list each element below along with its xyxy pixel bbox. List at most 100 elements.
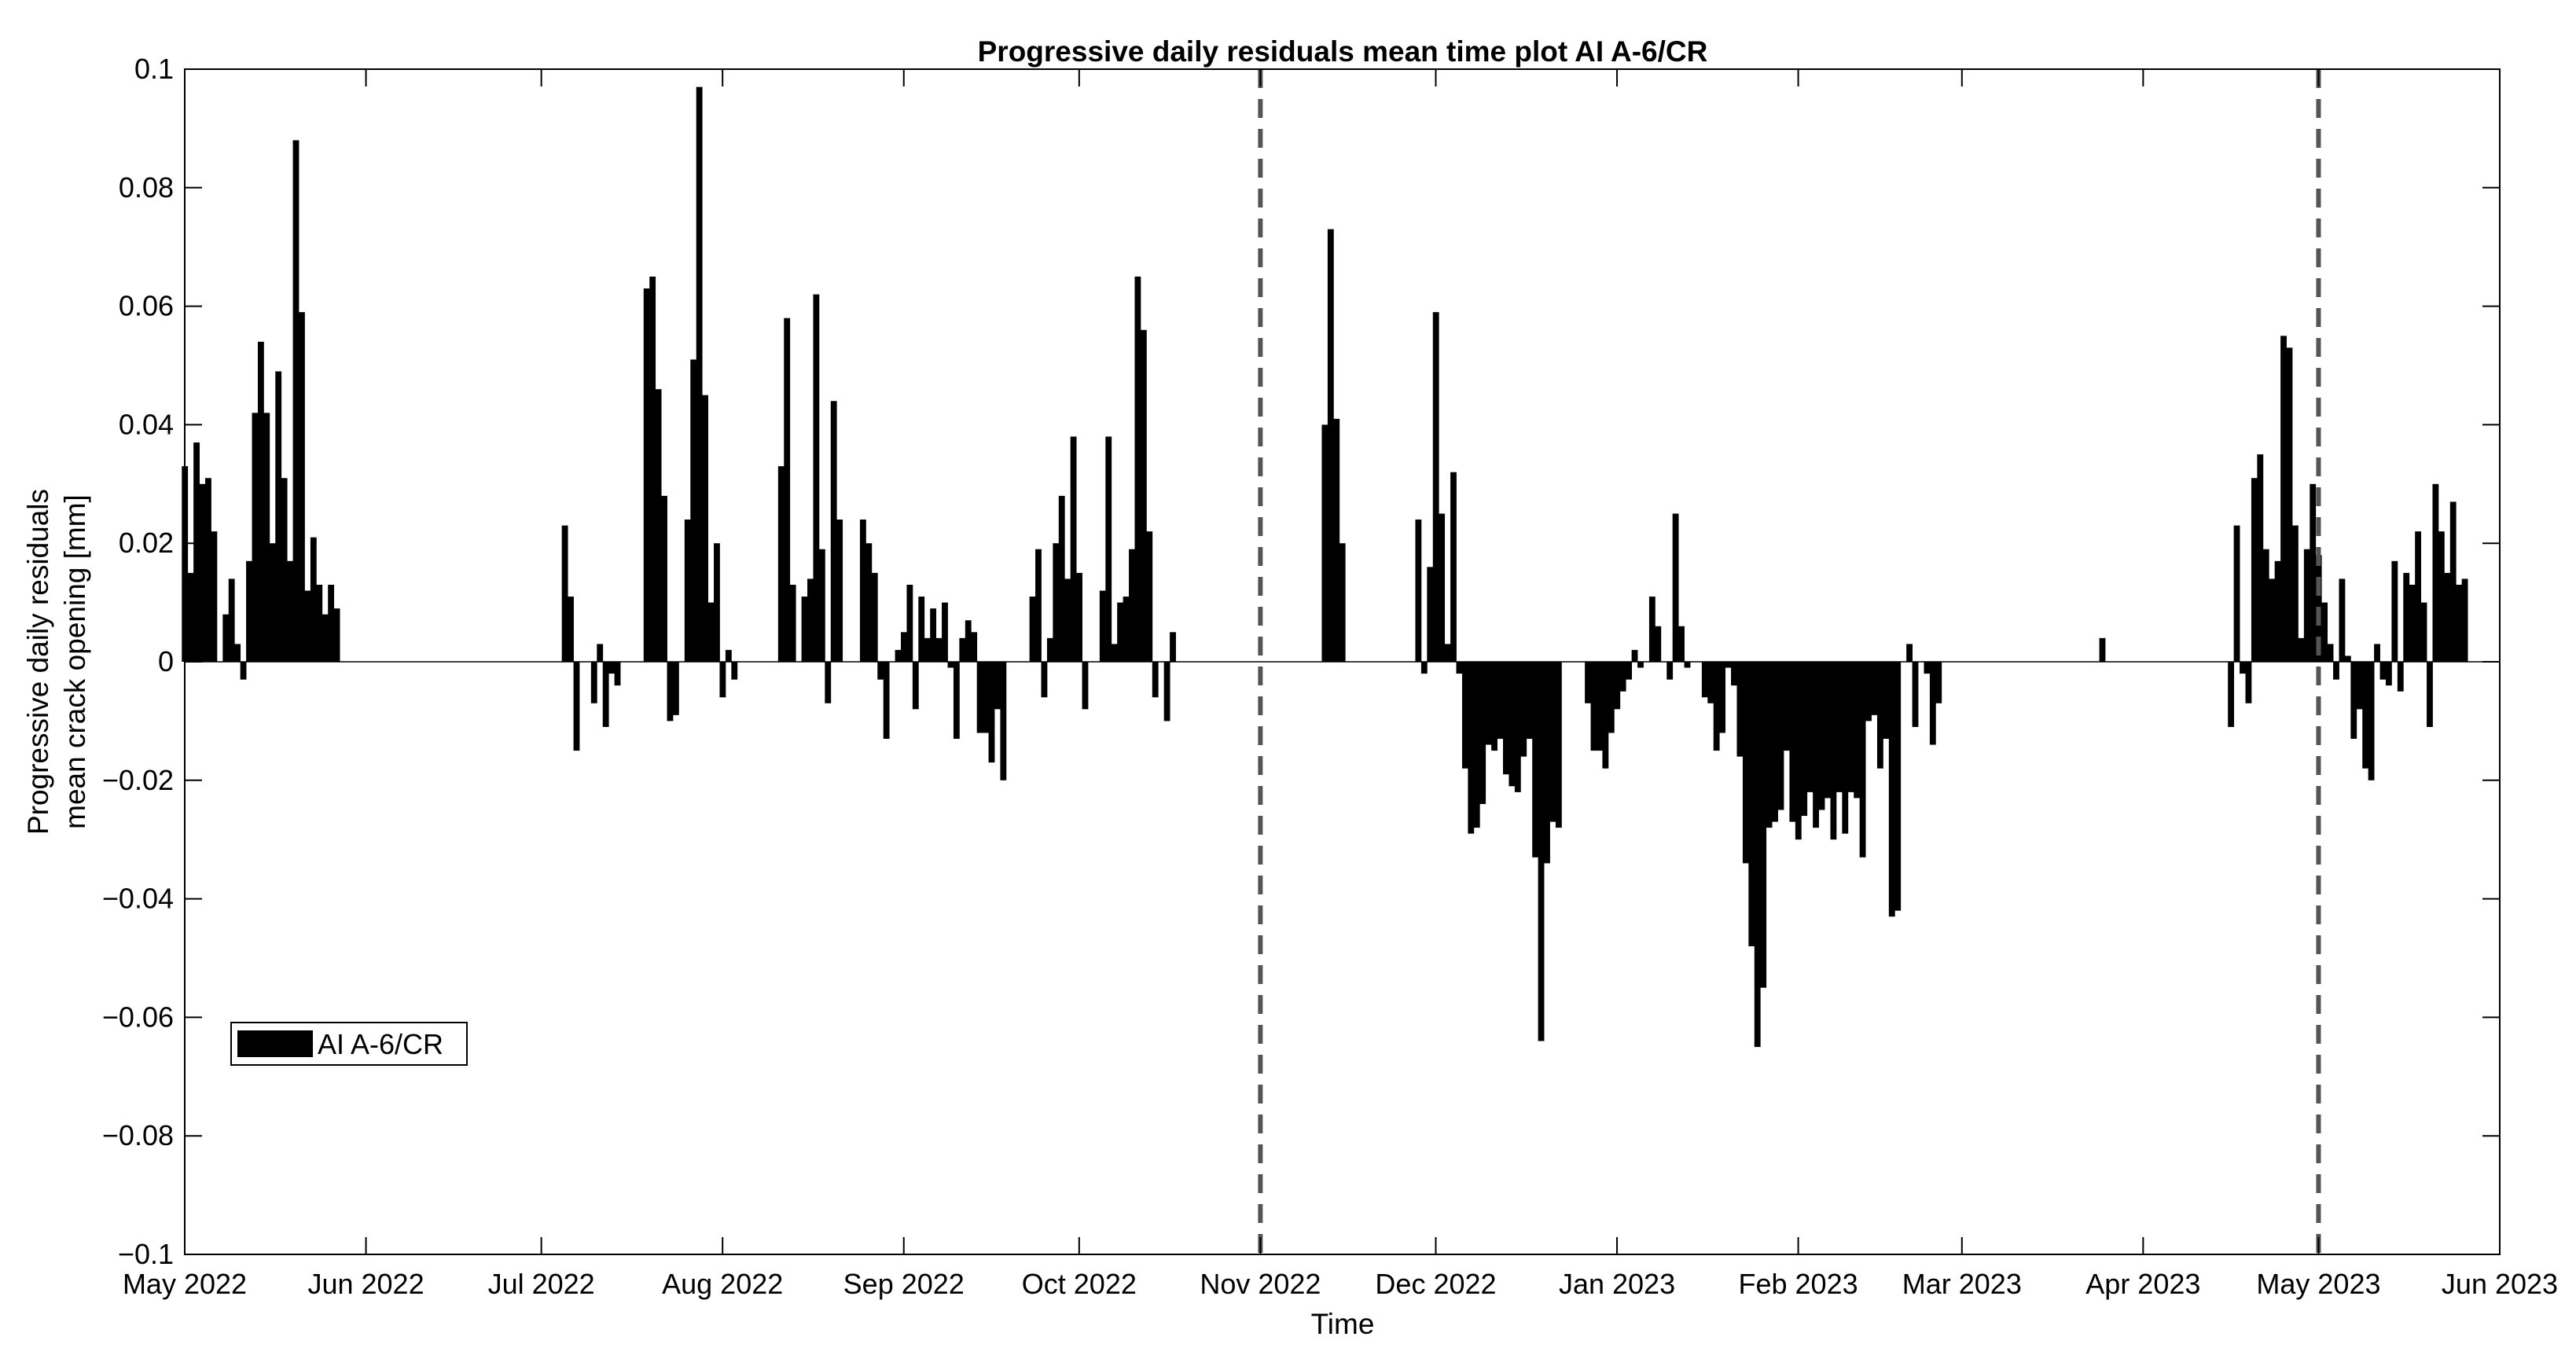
x-axis-label: Time	[1311, 1308, 1375, 1340]
bar	[275, 371, 282, 662]
bar	[1058, 495, 1065, 662]
bar	[988, 662, 995, 763]
bar	[1836, 662, 1843, 792]
bar	[1871, 662, 1878, 715]
bar	[1514, 662, 1521, 792]
bar	[205, 478, 211, 662]
bar	[947, 662, 954, 668]
x-tick-label: Mar 2023	[1902, 1268, 2022, 1300]
bar	[895, 649, 902, 662]
bar	[1473, 662, 1480, 828]
bar	[614, 662, 621, 686]
bar	[2333, 662, 2339, 680]
bar	[1456, 662, 1463, 674]
x-tick-label: Dec 2022	[1375, 1268, 1496, 1300]
bar	[918, 597, 925, 662]
bar	[608, 662, 616, 674]
bar	[906, 584, 913, 662]
bar	[2456, 584, 2463, 662]
bar	[573, 662, 580, 751]
y-axis: 0.1 0.08 0.06 0.04 0.02 0 −0.02 −0.04 −0.06 −0.08…	[102, 53, 2500, 1270]
bar	[1865, 662, 1872, 722]
bar	[222, 614, 230, 662]
bar	[1099, 590, 1106, 662]
bar	[333, 608, 340, 662]
legend: AI A-6/CR	[230, 1022, 468, 1066]
bar	[2374, 644, 2380, 662]
bar	[199, 483, 206, 662]
bar	[1766, 662, 1773, 828]
bar	[187, 572, 194, 662]
bar	[1731, 662, 1737, 686]
bar	[1894, 662, 1902, 911]
bar	[959, 637, 966, 662]
y-tick-label: 0.08	[119, 171, 174, 204]
bar	[1140, 329, 1147, 662]
bar	[2251, 478, 2258, 662]
bar	[1655, 626, 1662, 662]
bar	[1783, 662, 1790, 751]
x-axis: May 2022 Jun 2022 Jul 2022 Aug 2022 Sep 2022…	[123, 69, 2558, 1300]
y-tick-label: 0.02	[119, 527, 174, 559]
bar	[1754, 662, 1761, 1048]
bar	[1924, 662, 1931, 674]
bar	[1321, 424, 1328, 662]
bar	[953, 662, 960, 740]
bar	[240, 662, 247, 680]
bar	[1935, 662, 1942, 703]
bar	[2303, 549, 2310, 662]
bar	[2444, 572, 2451, 662]
bar	[930, 608, 937, 662]
bar	[1000, 662, 1007, 780]
bar	[1906, 644, 1913, 662]
bar	[1129, 549, 1135, 662]
bar	[1485, 662, 1492, 745]
bar	[561, 525, 568, 662]
bar	[1713, 662, 1720, 751]
bar	[257, 341, 264, 662]
bar	[801, 597, 808, 662]
bar	[1029, 597, 1036, 662]
bar	[1461, 662, 1468, 769]
bar	[1684, 662, 1691, 668]
bar	[2262, 549, 2269, 662]
bar	[1725, 662, 1732, 668]
bar	[2432, 483, 2439, 662]
x-tick-label: Apr 2023	[2085, 1268, 2200, 1300]
reference-lines	[1258, 69, 2321, 1254]
bar	[1597, 662, 1603, 751]
bar	[2291, 525, 2299, 662]
bar	[784, 318, 791, 662]
y-tick-label: 0.04	[119, 408, 174, 440]
bar	[281, 478, 288, 662]
bar	[2310, 483, 2317, 662]
bar	[2403, 572, 2410, 662]
bar	[877, 662, 884, 680]
bar	[1760, 662, 1767, 988]
bar	[976, 662, 983, 733]
bar	[269, 543, 276, 662]
bar	[1637, 662, 1644, 668]
bar	[1427, 567, 1434, 662]
bar	[1035, 549, 1042, 662]
bar	[1117, 602, 1124, 662]
bar	[865, 543, 873, 662]
bar	[1450, 472, 1457, 662]
bar	[1701, 662, 1708, 698]
y-tick-label: −0.06	[102, 1001, 174, 1033]
bar	[1795, 662, 1802, 840]
bar	[2286, 347, 2293, 662]
bar	[1847, 662, 1854, 792]
bar	[2245, 662, 2252, 703]
bar	[1888, 662, 1895, 917]
bar	[1619, 662, 1626, 692]
bar	[193, 442, 200, 662]
bar	[1046, 637, 1053, 662]
y-axis-label-line-2: mean crack opening [mm]	[59, 494, 91, 829]
bar	[1818, 662, 1825, 810]
bar	[1544, 662, 1550, 864]
bar	[1614, 662, 1621, 710]
x-tick-label: Feb 2023	[1739, 1268, 1858, 1300]
bar	[1508, 662, 1516, 787]
bar	[1152, 662, 1159, 698]
